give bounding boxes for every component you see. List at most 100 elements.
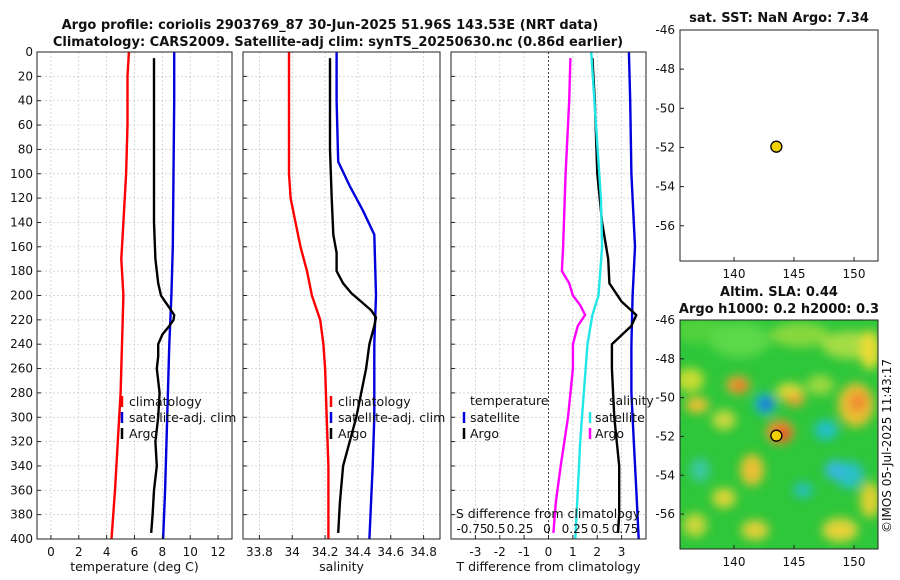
y-tick-label: -56 [655, 219, 675, 233]
y-tick-label: 40 [18, 94, 33, 108]
profile-series-group [287, 52, 378, 539]
x-tick-label: -3 [469, 545, 481, 559]
y-tick-label: 240 [10, 337, 33, 351]
sst-map-title: sat. SST: NaN Argo: 7.34 [689, 11, 869, 26]
argo-float-marker [770, 429, 783, 442]
legend-label-argo: Argo [129, 426, 158, 441]
sla-anomaly-patch [710, 322, 770, 358]
title-line-2: Climatology: CARS2009. Satellite-adj cli… [53, 35, 623, 50]
difference-top-axis: S difference from climatology -0.75 0.5 … [456, 506, 641, 536]
sla-anomaly-patch [741, 520, 769, 540]
sla-anomaly-patch [860, 330, 878, 370]
y-tick-label: 340 [10, 459, 33, 473]
y-tick-label: 300 [10, 410, 33, 424]
sla-map: 140 145 150 -46 -48 -50 -52 -54 -56 [655, 313, 879, 569]
argo-float-marker [770, 140, 783, 153]
x-tick-label: 8 [159, 545, 167, 559]
x-tick-label: 6 [131, 545, 139, 559]
sla-map-title-1: Altim. SLA: 0.44 [720, 285, 838, 300]
x-tick-label: -2 [494, 545, 506, 559]
legend-label-climatology: climatology [129, 394, 202, 409]
x-axis-label: temperature (deg C) [70, 559, 199, 574]
x-tick-label: 1 [569, 545, 577, 559]
sla-anomaly-patch [825, 460, 845, 480]
sla-anomaly-patch [683, 513, 707, 537]
y-tick-label: 280 [10, 386, 33, 400]
series-line-argo [328, 58, 378, 533]
x-tick-label: 150 [843, 555, 866, 569]
map-frame [679, 319, 879, 550]
legend-label-argo: Argo [338, 426, 367, 441]
x-tick-label: -1 [518, 545, 530, 559]
s-tick-label: 0.25 [507, 522, 534, 536]
imos-timestamp-label: ©IMOS 05-Jul-2025 11:43:17 [880, 359, 894, 533]
series-line-satellite-adj-clim [161, 52, 176, 539]
sla-anomaly-patch [822, 518, 858, 542]
sla-anomaly-patch [793, 482, 813, 498]
series-line-s-satellite [574, 52, 604, 539]
series-line-argo [150, 58, 176, 533]
x-tick-label: 145 [783, 555, 806, 569]
legend-label-s-argo: Argo [595, 426, 624, 441]
map-frame [679, 29, 879, 262]
x-tick-label: 12 [210, 545, 225, 559]
y-tick-label: 260 [10, 362, 33, 376]
series-line-t-argo [591, 58, 638, 533]
y-tick-label: -56 [655, 507, 675, 521]
sla-anomaly-patch [712, 488, 736, 508]
sla-anomaly-patch [680, 368, 704, 392]
y-tick-label: -48 [655, 352, 675, 366]
temperature-panel: 0 2 4 6 8 10 120204060801001201401601802002202… [10, 45, 233, 574]
y-tick-label: 20 [18, 69, 33, 83]
y-tick-label: 400 [10, 532, 33, 546]
x-tick-label: 140 [723, 267, 746, 281]
x-tick-label: 34.2 [312, 545, 339, 559]
x-tick-label: 0 [47, 545, 55, 559]
y-tick-label: -46 [655, 313, 675, 327]
sla-anomaly-patch [860, 482, 878, 518]
sla-anomaly-patch [735, 382, 745, 390]
temperature-legend: climatology satellite-adj. clim Argo [120, 394, 236, 441]
sla-anomaly-patch [685, 397, 709, 413]
sla-anomaly-patch [740, 454, 764, 486]
x-tick-label: 3 [618, 545, 626, 559]
s-tick-label: 0.75 [612, 522, 639, 536]
sla-anomaly-patch [770, 323, 830, 347]
x-tick-label: 145 [783, 267, 806, 281]
title-line-1: Argo profile: coriolis 2903769_87 30-Jun… [62, 18, 599, 33]
series-line-t-satellite [627, 52, 640, 539]
y-tick-label: -48 [655, 62, 675, 76]
difference-legend: temperature satellite Argo salinity sate… [462, 393, 654, 441]
y-tick-label: -54 [655, 180, 675, 194]
s-tick-label: 0.5 [590, 522, 609, 536]
salinity-panel: 33.8 34 34.2 34.4 34.6 34.8 salinity [242, 51, 441, 574]
x-tick-label: 4 [103, 545, 111, 559]
y-tick-label: 60 [18, 118, 33, 132]
profile-series-group [110, 52, 176, 539]
x-tick-label: 0 [545, 545, 553, 559]
sla-anomaly-patch [814, 420, 838, 440]
y-tick-label: -54 [655, 468, 675, 482]
series-line-s-argo [552, 58, 587, 533]
s-tick-label: -0.75 [456, 522, 487, 536]
legend-title-temperature: temperature [470, 393, 549, 408]
sla-map-title-2: Argo h1000: 0.2 h2000: 0.3 [679, 302, 879, 317]
y-tick-label: 180 [10, 264, 33, 278]
legend-title-salinity: salinity [609, 393, 654, 408]
y-tick-label: 0 [25, 45, 33, 59]
sla-anomaly-patch [849, 392, 867, 412]
x-tick-label: 33.8 [246, 545, 273, 559]
series-line-climatology [287, 52, 330, 539]
sla-anomaly-patch [785, 394, 805, 406]
sla-heatmap-field [680, 320, 878, 542]
y-tick-label: 200 [10, 289, 33, 303]
sla-anomaly-patch [712, 410, 736, 430]
y-tick-label: -52 [655, 429, 675, 443]
sst-map: 140 145 150 -46 -48 -50 -52 -54 -56 [655, 23, 879, 281]
y-tick-label: -50 [655, 391, 675, 405]
s-difference-axis-label: S difference from climatology [456, 506, 641, 521]
y-tick-label: 360 [10, 483, 33, 497]
y-tick-label: 80 [18, 142, 33, 156]
difference-panel: -3 -2 -1 0 1 2 3T difference from climatology [450, 51, 647, 574]
x-tick-label: 140 [723, 555, 746, 569]
